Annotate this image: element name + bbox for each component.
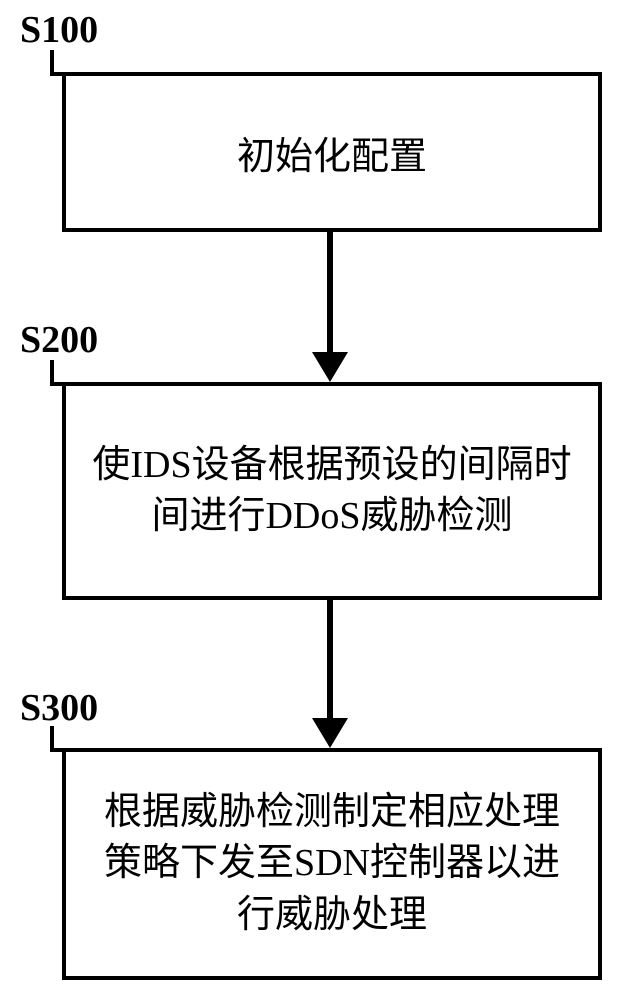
step-label-s300: S300: [20, 686, 98, 730]
step-label-s200: S200: [20, 318, 98, 362]
callout-v-s300: [50, 726, 54, 748]
step-text-s300: 根据威胁检测制定相应处理策略下发至SDN控制器以进行威胁处理: [86, 787, 578, 941]
step-box-s300: 根据威胁检测制定相应处理策略下发至SDN控制器以进行威胁处理: [62, 748, 602, 980]
step-box-s100: 初始化配置: [62, 72, 602, 232]
arrow-head-2: [312, 718, 348, 748]
step-text-s100: 初始化配置: [237, 125, 427, 180]
callout-v-s200: [50, 360, 54, 382]
arrow-shaft-1: [327, 232, 333, 356]
arrow-shaft-2: [327, 600, 333, 722]
callout-v-s100: [50, 50, 54, 72]
arrow-head-1: [312, 352, 348, 382]
step-box-s200: 使IDS设备根据预设的间隔时间进行DDoS威胁检测: [62, 382, 602, 600]
step-label-s100: S100: [20, 8, 98, 52]
step-text-s200: 使IDS设备根据预设的间隔时间进行DDoS威胁检测: [86, 440, 578, 543]
